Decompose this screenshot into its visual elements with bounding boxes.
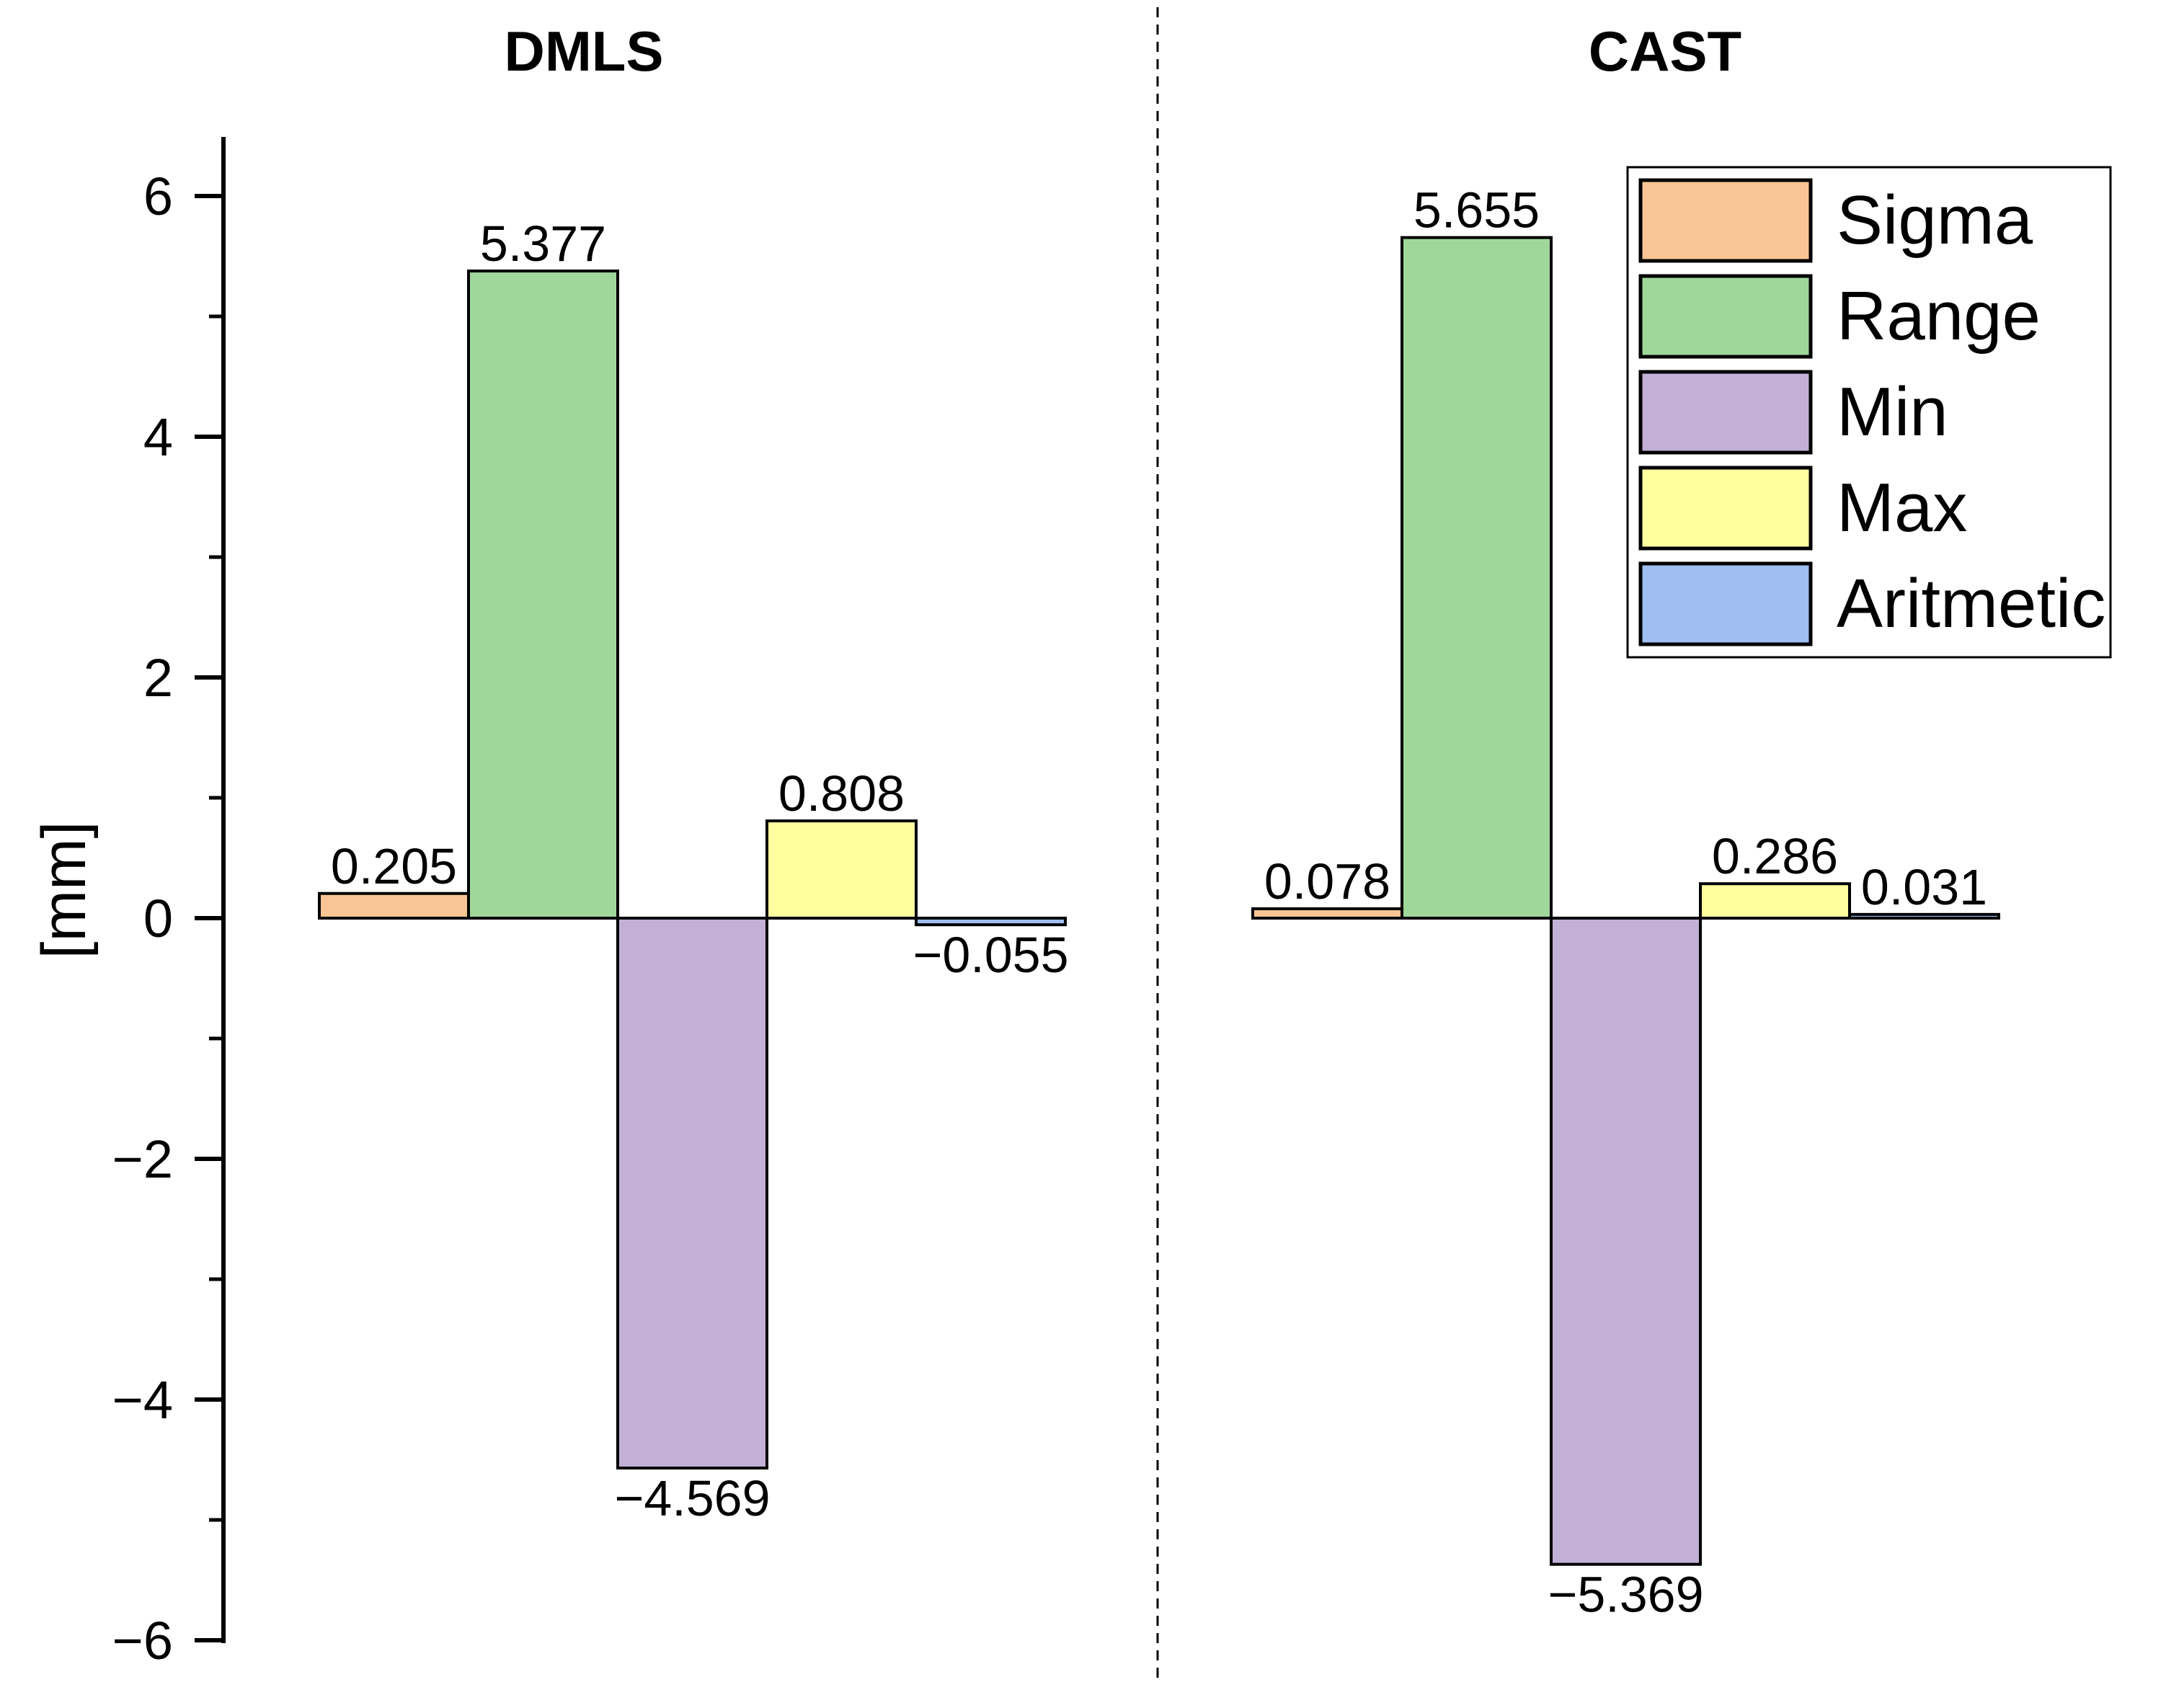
bar-dmls-sigma [318, 891, 470, 920]
data-label: 0.078 [1264, 853, 1390, 909]
data-label: 5.655 [1413, 182, 1540, 239]
data-label: 0.286 [1712, 828, 1838, 884]
bar-dmls-range [467, 270, 619, 920]
legend-swatch [1638, 370, 1813, 455]
y-axis-label: [mm] [30, 821, 99, 958]
legend: Sigma Range Min Max Aritmetic [1626, 166, 2112, 659]
bars: 0.205 5.377 −4.569 0.808 −0.055 0.078 5.655 −5.… [318, 182, 2000, 1623]
data-label: 0.808 [778, 765, 905, 822]
y-axis-ticks: −6 −4 −2 0 2 4 6 [112, 166, 223, 1671]
group-title-dmls: DMLS [505, 19, 664, 83]
y-tick-label: −6 [112, 1611, 173, 1671]
data-label: −5.369 [1548, 1567, 1703, 1623]
y-tick-label: −4 [112, 1370, 173, 1430]
legend-swatch [1638, 178, 1813, 263]
data-label: −0.055 [913, 927, 1068, 983]
data-label: 5.377 [480, 215, 606, 272]
data-label: −4.569 [614, 1470, 770, 1526]
legend-label: Aritmetic [1837, 565, 2105, 642]
y-tick-label: −2 [112, 1129, 173, 1189]
legend-label: Range [1837, 277, 2041, 355]
bar-cast-min [1550, 917, 1702, 1566]
group-title-cast: CAST [1589, 19, 1741, 83]
bar-dmls-max [765, 819, 918, 920]
data-label: 0.031 [1861, 859, 1987, 915]
y-tick-label: 6 [143, 166, 173, 226]
bar-dmls-min [616, 917, 768, 1470]
legend-swatch [1638, 274, 1813, 359]
legend-label: Max [1837, 469, 1967, 546]
legend-label: Min [1837, 373, 1948, 450]
legend-swatch [1638, 561, 1813, 646]
y-tick-label: 0 [143, 889, 173, 948]
bar-cast-range [1401, 236, 1553, 920]
bar-cast-max [1699, 882, 1851, 920]
data-label: 0.205 [331, 838, 457, 894]
legend-swatch [1638, 466, 1813, 551]
legend-label: Sigma [1837, 182, 2033, 259]
y-tick-label: 4 [143, 407, 173, 467]
y-tick-label: 2 [143, 648, 173, 708]
